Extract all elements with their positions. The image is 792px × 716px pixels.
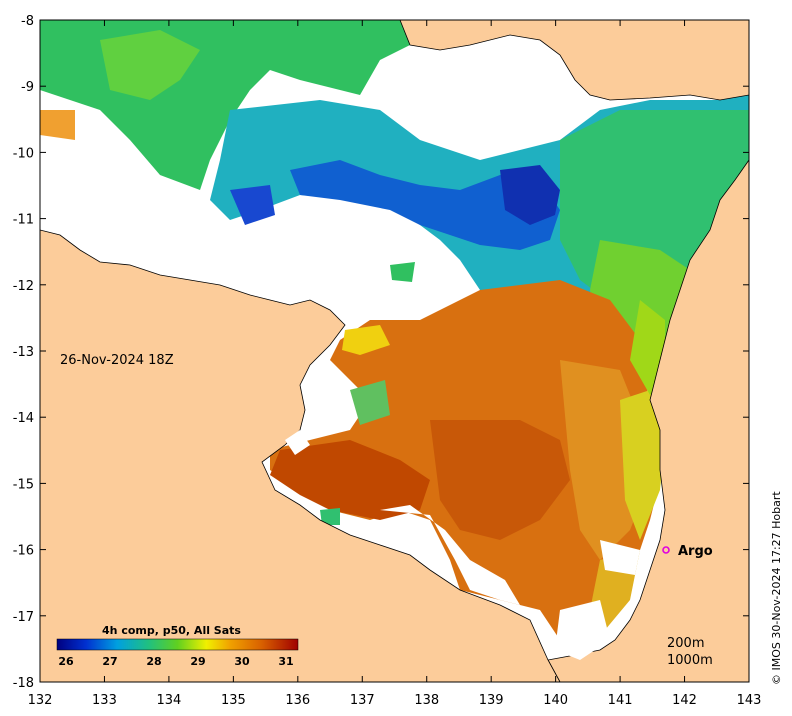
land-cape-york [547, 159, 749, 682]
colorbar-ramp [56, 638, 299, 651]
x-tick-label: 143 [737, 693, 762, 708]
colorbar-tick-label: 26 [58, 655, 74, 668]
x-tick-label: 140 [543, 693, 568, 708]
y-tick-label: -14 [13, 411, 34, 426]
x-axis: 132 133 134 135 136 137 138 139 140 141 142 143 [28, 20, 762, 708]
date-label: 26-Nov-2024 18Z [60, 353, 174, 368]
land-arnhem [40, 229, 561, 682]
colorbar-tick-label: 30 [234, 655, 250, 668]
depth-label-1000: 1000m [667, 653, 713, 668]
land [40, 20, 749, 682]
y-tick-label: -9 [21, 80, 34, 95]
y-tick-label: -18 [13, 676, 34, 691]
y-tick-label: -8 [21, 14, 34, 29]
credit-label: © IMOS 30-Nov-2024 17:27 Hobart [770, 491, 783, 685]
x-tick-label: 137 [350, 693, 375, 708]
sst-field [40, 20, 749, 640]
x-tick-label: 141 [608, 693, 633, 708]
y-tick-label: -10 [13, 146, 34, 161]
colorbar-tick-label: 27 [102, 655, 117, 668]
land-new-guinea [399, 20, 749, 101]
colorbar-title: 4h comp, p50, All Sats [102, 624, 241, 637]
colorbar-tick-label: 31 [278, 655, 293, 668]
x-tick-label: 139 [479, 693, 504, 708]
argo-marker[interactable] [662, 546, 670, 554]
colorbar: 4h comp, p50, All Sats 26 27 28 29 30 31 [56, 624, 299, 668]
y-tick-label: -12 [13, 279, 34, 294]
y-tick-label: -15 [13, 477, 34, 492]
y-axis: -8 -9 -10 -11 -12 -13 -14 -15 -16 -17 -18 [13, 14, 749, 691]
x-tick-label: 136 [285, 693, 310, 708]
y-tick-label: -16 [13, 544, 34, 559]
y-tick-label: -11 [13, 213, 34, 228]
x-tick-label: 132 [28, 693, 53, 708]
y-tick-label: -17 [13, 610, 34, 625]
depth-label-200: 200m [667, 636, 704, 651]
x-tick-label: 134 [156, 693, 181, 708]
colorbar-tick-label: 29 [190, 655, 205, 668]
argo-label: Argo [678, 544, 713, 559]
cloud-gulf [285, 430, 640, 660]
x-tick-label: 138 [414, 693, 439, 708]
y-tick-label: -13 [13, 345, 34, 360]
x-tick-label: 135 [221, 693, 246, 708]
x-tick-label: 133 [92, 693, 117, 708]
x-tick-label: 142 [672, 693, 697, 708]
colorbar-tick-label: 28 [146, 655, 161, 668]
